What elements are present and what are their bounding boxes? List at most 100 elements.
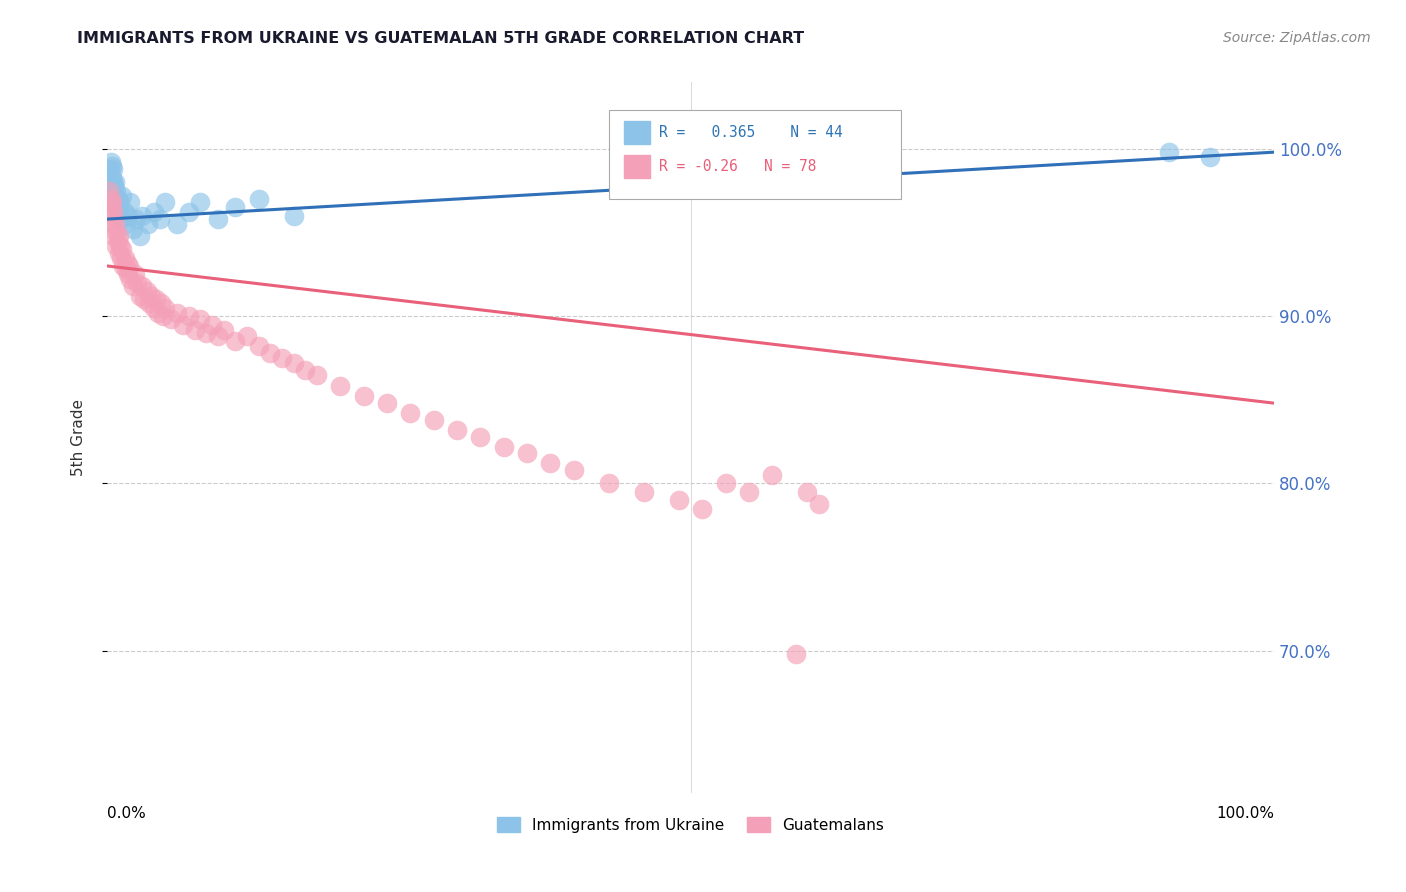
Point: [115, 255, 138, 269]
Point: [271, 351, 294, 365]
Point: [247, 192, 270, 206]
Point: [105, 184, 128, 198]
Point: [155, 195, 177, 210]
Point: [100, 200, 122, 214]
Point: [446, 423, 468, 437]
Point: [207, 329, 229, 343]
Point: [148, 306, 170, 320]
Point: [329, 379, 352, 393]
Point: [131, 209, 153, 223]
Point: [785, 647, 807, 661]
Point: [104, 175, 127, 189]
Point: [259, 346, 281, 360]
Point: [492, 440, 515, 454]
Point: [195, 326, 218, 340]
Point: [149, 212, 172, 227]
Point: [101, 217, 124, 231]
Point: [598, 476, 620, 491]
Text: R =   0.365    N = 44: R = 0.365 N = 44: [659, 125, 842, 140]
Point: [183, 322, 205, 336]
Point: [104, 217, 127, 231]
Point: [101, 175, 124, 189]
Point: [247, 339, 270, 353]
Point: [155, 301, 177, 315]
Point: [283, 209, 305, 223]
Point: [138, 295, 160, 310]
Point: [796, 484, 818, 499]
Point: [714, 476, 737, 491]
Point: [105, 226, 128, 240]
Point: [107, 192, 129, 206]
Point: [423, 413, 446, 427]
Point: [107, 245, 129, 260]
Bar: [624, 155, 650, 178]
Point: [562, 463, 585, 477]
Point: [135, 284, 157, 298]
Point: [100, 195, 122, 210]
Point: [103, 178, 125, 193]
Legend: Immigrants from Ukraine, Guatemalans: Immigrants from Ukraine, Guatemalans: [491, 811, 890, 838]
Point: [212, 322, 235, 336]
Point: [166, 217, 188, 231]
Point: [112, 259, 135, 273]
Point: [100, 192, 122, 206]
Point: [149, 295, 172, 310]
Point: [100, 209, 122, 223]
Point: [100, 172, 122, 186]
Point: [125, 212, 148, 227]
Point: [101, 205, 124, 219]
Point: [117, 209, 139, 223]
Point: [516, 446, 538, 460]
Point: [190, 195, 212, 210]
Point: [668, 493, 690, 508]
Point: [690, 501, 713, 516]
Point: [177, 309, 200, 323]
Point: [128, 289, 150, 303]
Point: [761, 468, 783, 483]
Point: [172, 318, 194, 332]
Point: [110, 212, 132, 227]
Point: [124, 268, 146, 282]
Point: [98, 184, 121, 198]
Point: [121, 279, 143, 293]
Point: [166, 306, 188, 320]
Point: [100, 155, 122, 169]
Point: [111, 188, 134, 202]
Point: [120, 272, 142, 286]
Point: [114, 262, 136, 277]
Point: [98, 172, 121, 186]
Point: [101, 161, 124, 176]
Point: [134, 293, 156, 307]
Point: [283, 356, 305, 370]
Point: [633, 484, 655, 499]
Point: [353, 389, 375, 403]
Point: [100, 184, 122, 198]
Point: [807, 496, 830, 510]
Point: [375, 396, 398, 410]
Point: [120, 195, 142, 210]
Point: [152, 309, 174, 323]
Text: 0.0%: 0.0%: [107, 806, 146, 822]
Point: [100, 167, 122, 181]
Point: [224, 334, 246, 349]
Point: [1198, 150, 1220, 164]
Point: [107, 205, 129, 219]
Point: [103, 195, 125, 210]
Point: [224, 200, 246, 214]
Text: IMMIGRANTS FROM UKRAINE VS GUATEMALAN 5TH GRADE CORRELATION CHART: IMMIGRANTS FROM UKRAINE VS GUATEMALAN 5T…: [77, 31, 804, 46]
Point: [118, 259, 141, 273]
Point: [470, 429, 492, 443]
Point: [131, 279, 153, 293]
Point: [160, 312, 183, 326]
Point: [97, 178, 120, 193]
Point: [127, 276, 149, 290]
Point: [141, 289, 163, 303]
Point: [114, 205, 136, 219]
Point: [104, 188, 127, 202]
Point: [107, 234, 129, 248]
Point: [294, 362, 316, 376]
Point: [207, 212, 229, 227]
Point: [101, 188, 124, 202]
Point: [145, 293, 167, 307]
Text: Source: ZipAtlas.com: Source: ZipAtlas.com: [1223, 31, 1371, 45]
